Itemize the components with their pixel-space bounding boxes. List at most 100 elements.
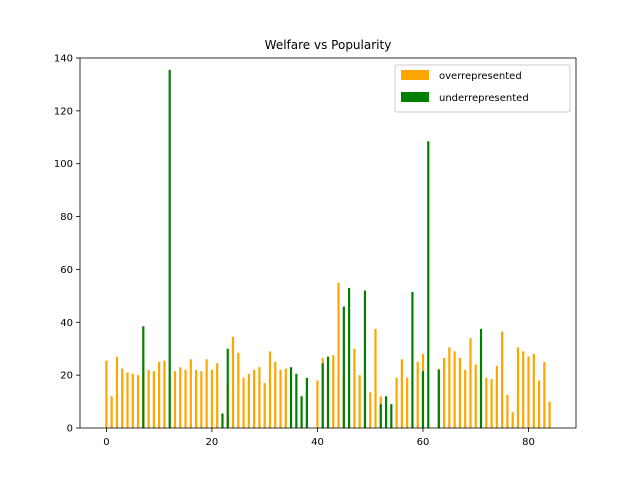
y-axis: 0 20 40 60 80 100 120 140 (54, 54, 80, 435)
bar-overrepresented-1 (110, 396, 113, 428)
bar-overrepresented-70 (474, 364, 477, 428)
bar-overrepresented-47 (353, 348, 356, 428)
bar-overrepresented-32 (274, 361, 277, 428)
bar-overrepresented-80 (527, 356, 530, 428)
bar-overrepresented-68 (464, 369, 467, 428)
y-tick-label: 20 (60, 371, 73, 382)
bar-underrepresented-58 (411, 291, 414, 428)
bar-overrepresented-2 (115, 356, 119, 428)
legend-swatch-underrepresented (401, 92, 429, 102)
bar-overrepresented-4 (126, 372, 129, 428)
bar-overrepresented-48 (358, 375, 361, 428)
y-tick-label: 0 (67, 424, 73, 435)
bar-underrepresented-61 (427, 141, 430, 428)
bar-overrepresented-31 (268, 351, 272, 428)
bar-overrepresented-20 (210, 369, 214, 428)
bar-underrepresented-71 (479, 328, 483, 428)
y-tick-label: 100 (54, 159, 73, 170)
bar-underrepresented-46 (348, 287, 351, 428)
bar-underrepresented-53 (384, 396, 388, 428)
bar-overrepresented-65 (448, 347, 451, 428)
x-tick-label: 20 (206, 437, 219, 448)
bar-overrepresented-59 (416, 361, 419, 428)
legend-label-underrepresented: underrepresented (439, 93, 529, 104)
bar-overrepresented-27 (247, 373, 250, 428)
bar-overrepresented-16 (189, 359, 192, 428)
y-tick-label: 80 (60, 212, 73, 223)
bar-overrepresented-79 (522, 351, 525, 428)
bar-underrepresented-60 (421, 371, 425, 428)
bar-overrepresented-55 (395, 377, 398, 428)
bar-overrepresented-26 (242, 377, 245, 428)
plot-frame (79, 57, 577, 429)
bar-underrepresented-63 (437, 369, 440, 428)
bar-overrepresented-44 (337, 282, 340, 428)
x-tick-label: 60 (417, 437, 430, 448)
bar-overrepresented-30 (263, 383, 266, 428)
bar-overrepresented-28 (253, 369, 256, 428)
bar-underrepresented-36 (295, 373, 298, 428)
bar-overrepresented-82 (537, 380, 541, 428)
bar-underrepresented-52 (379, 404, 382, 428)
bar-underrepresented-35 (289, 367, 293, 428)
bar-overrepresented-29 (258, 367, 261, 428)
bar-overrepresented-3 (121, 368, 124, 428)
bar-overrepresented-56 (400, 359, 403, 428)
bar-underrepresented-37 (300, 396, 303, 428)
bar-overrepresented-50 (369, 392, 372, 428)
bar-underrepresented-42 (326, 356, 330, 428)
bar-underrepresented-49 (363, 290, 367, 428)
bar-overrepresented-24 (231, 336, 235, 428)
bar-overrepresented-10 (158, 361, 161, 428)
y-tick-label: 40 (60, 318, 73, 329)
bar-underrepresented-45 (342, 306, 345, 428)
y-tick-label: 60 (60, 265, 73, 276)
bar-underrepresented-54 (390, 404, 393, 428)
chart-title: Welfare vs Popularity (265, 38, 392, 52)
bar-overrepresented-25 (237, 352, 240, 428)
bar-overrepresented-66 (453, 351, 456, 428)
bar-overrepresented-19 (205, 359, 208, 428)
bar-overrepresented-14 (179, 367, 182, 428)
y-tick-label: 140 (54, 54, 73, 65)
bar-overrepresented-17 (194, 369, 198, 428)
bar-overrepresented-75 (501, 331, 504, 428)
bar-overrepresented-73 (490, 379, 493, 428)
bar-underrepresented-12 (168, 69, 171, 428)
bar-overrepresented-43 (332, 355, 335, 428)
bar-overrepresented-15 (184, 369, 187, 428)
bar-overrepresented-81 (532, 354, 535, 428)
legend-label-overrepresented: overrepresented (439, 71, 522, 82)
y-tick-label: 120 (54, 106, 73, 117)
x-tick-label: 0 (103, 437, 109, 448)
bar-overrepresented-72 (485, 377, 488, 428)
bar-overrepresented-77 (511, 412, 514, 428)
bar-underrepresented-22 (221, 413, 224, 428)
bar-overrepresented-83 (543, 361, 546, 428)
bar-overrepresented-8 (147, 369, 150, 428)
bar-overrepresented-9 (152, 371, 155, 428)
bar-overrepresented-74 (495, 365, 498, 428)
bar-overrepresented-11 (163, 360, 166, 428)
x-axis: 0 20 40 60 80 (103, 428, 535, 448)
bar-overrepresented-51 (374, 328, 377, 428)
bar-overrepresented-34 (284, 368, 287, 428)
bar-underrepresented-7 (142, 326, 145, 428)
bar-overrepresented-21 (216, 363, 219, 428)
bar-overrepresented-76 (506, 394, 509, 428)
bar-overrepresented-84 (548, 401, 551, 428)
bar-overrepresented-64 (442, 357, 446, 428)
bar-overrepresented-6 (136, 375, 140, 428)
bar-overrepresented-67 (458, 357, 462, 428)
bar-overrepresented-18 (200, 371, 203, 428)
bar-overrepresented-78 (516, 347, 520, 428)
x-tick-label: 40 (311, 437, 324, 448)
bar-overrepresented-13 (173, 371, 177, 428)
bar-overrepresented-57 (406, 377, 409, 428)
x-tick-label: 80 (522, 437, 535, 448)
bar-overrepresented-0 (105, 360, 108, 428)
bar-overrepresented-33 (279, 369, 282, 428)
bar-underrepresented-23 (226, 348, 229, 428)
bar-overrepresented-69 (469, 338, 472, 428)
